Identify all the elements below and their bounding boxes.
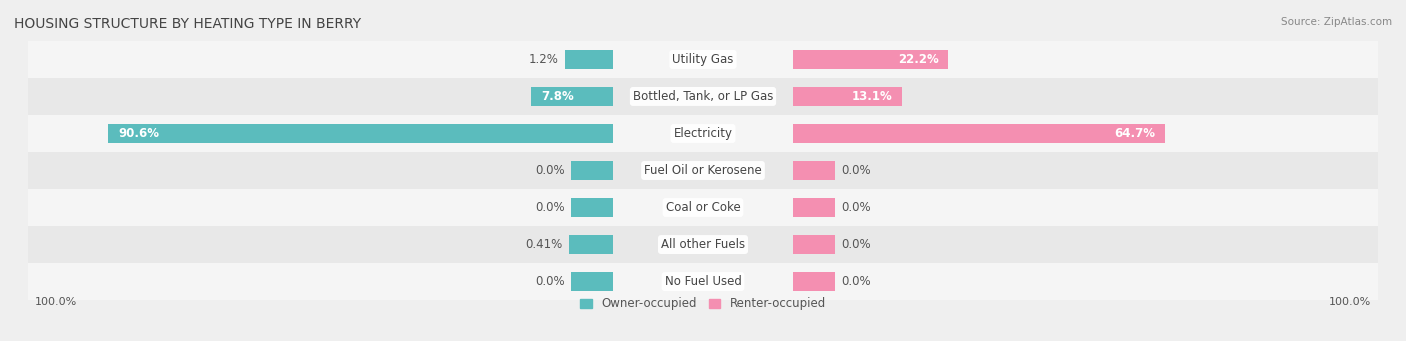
Bar — [793, 87, 901, 106]
Text: 22.2%: 22.2% — [898, 53, 939, 66]
Text: 100.0%: 100.0% — [35, 297, 77, 307]
Bar — [569, 235, 613, 254]
Bar — [28, 115, 1378, 152]
Bar — [793, 235, 835, 254]
Bar — [793, 272, 835, 291]
Text: 0.0%: 0.0% — [841, 164, 870, 177]
Text: Electricity: Electricity — [673, 127, 733, 140]
Bar — [793, 198, 835, 217]
Bar — [571, 161, 613, 180]
Text: 64.7%: 64.7% — [1115, 127, 1156, 140]
Text: Source: ZipAtlas.com: Source: ZipAtlas.com — [1281, 17, 1392, 27]
Bar — [793, 161, 835, 180]
Bar — [531, 87, 613, 106]
Text: 7.8%: 7.8% — [541, 90, 574, 103]
Bar — [571, 198, 613, 217]
Text: 0.0%: 0.0% — [536, 201, 565, 214]
Text: 1.2%: 1.2% — [529, 53, 558, 66]
Bar — [28, 189, 1378, 226]
Text: 0.0%: 0.0% — [536, 164, 565, 177]
Bar — [28, 226, 1378, 263]
Bar — [28, 152, 1378, 189]
Bar — [28, 78, 1378, 115]
Text: 0.0%: 0.0% — [841, 238, 870, 251]
Text: Utility Gas: Utility Gas — [672, 53, 734, 66]
Text: Bottled, Tank, or LP Gas: Bottled, Tank, or LP Gas — [633, 90, 773, 103]
Bar — [108, 124, 613, 143]
Text: No Fuel Used: No Fuel Used — [665, 275, 741, 288]
Bar — [28, 41, 1378, 78]
Text: 100.0%: 100.0% — [1329, 297, 1371, 307]
Bar — [565, 50, 613, 69]
Text: 90.6%: 90.6% — [118, 127, 159, 140]
Text: HOUSING STRUCTURE BY HEATING TYPE IN BERRY: HOUSING STRUCTURE BY HEATING TYPE IN BER… — [14, 17, 361, 31]
Text: 0.0%: 0.0% — [536, 275, 565, 288]
Text: Fuel Oil or Kerosene: Fuel Oil or Kerosene — [644, 164, 762, 177]
Bar — [28, 263, 1378, 300]
Text: All other Fuels: All other Fuels — [661, 238, 745, 251]
Text: 13.1%: 13.1% — [851, 90, 891, 103]
Bar — [793, 50, 948, 69]
Text: 0.0%: 0.0% — [841, 201, 870, 214]
Text: 0.0%: 0.0% — [841, 275, 870, 288]
Bar — [571, 272, 613, 291]
Bar — [793, 124, 1166, 143]
Text: 0.41%: 0.41% — [526, 238, 562, 251]
Legend: Owner-occupied, Renter-occupied: Owner-occupied, Renter-occupied — [575, 293, 831, 315]
Text: Coal or Coke: Coal or Coke — [665, 201, 741, 214]
